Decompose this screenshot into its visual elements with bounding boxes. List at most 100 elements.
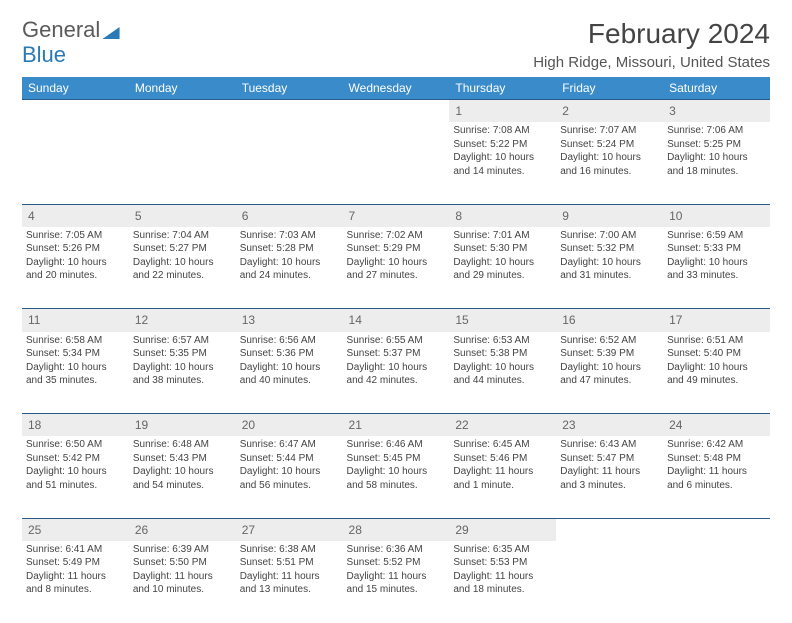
day-number: 4 bbox=[22, 204, 129, 227]
daylight-text-1: Daylight: 10 hours bbox=[347, 256, 446, 270]
sunrise-text: Sunrise: 6:59 AM bbox=[667, 229, 766, 243]
sunrise-text: Sunrise: 6:36 AM bbox=[347, 543, 446, 557]
sunrise-text: Sunrise: 6:39 AM bbox=[133, 543, 232, 557]
sunset-text: Sunset: 5:48 PM bbox=[667, 452, 766, 466]
day-cell bbox=[343, 122, 450, 204]
sunset-text: Sunset: 5:46 PM bbox=[453, 452, 552, 466]
sunset-text: Sunset: 5:22 PM bbox=[453, 138, 552, 152]
day-cell: Sunrise: 6:39 AMSunset: 5:50 PMDaylight:… bbox=[129, 541, 236, 623]
daynum-row: 45678910 bbox=[22, 204, 770, 227]
day-number: 20 bbox=[236, 414, 343, 437]
weekday-header: Sunday bbox=[22, 77, 129, 100]
detail-row: Sunrise: 6:50 AMSunset: 5:42 PMDaylight:… bbox=[22, 436, 770, 518]
daylight-text-2: and 58 minutes. bbox=[347, 479, 446, 493]
daylight-text-2: and 31 minutes. bbox=[560, 269, 659, 283]
daynum-row: 11121314151617 bbox=[22, 309, 770, 332]
sunset-text: Sunset: 5:35 PM bbox=[133, 347, 232, 361]
day-cell: Sunrise: 7:04 AMSunset: 5:27 PMDaylight:… bbox=[129, 227, 236, 309]
sunrise-text: Sunrise: 6:41 AM bbox=[26, 543, 125, 557]
daylight-text-2: and 27 minutes. bbox=[347, 269, 446, 283]
day-number: 22 bbox=[449, 414, 556, 437]
sunrise-text: Sunrise: 7:07 AM bbox=[560, 124, 659, 138]
sunrise-text: Sunrise: 6:48 AM bbox=[133, 438, 232, 452]
logo: GeneralBlue bbox=[22, 18, 120, 66]
daylight-text-1: Daylight: 11 hours bbox=[26, 570, 125, 584]
day-number: 27 bbox=[236, 518, 343, 541]
daylight-text-1: Daylight: 10 hours bbox=[26, 361, 125, 375]
day-number bbox=[343, 100, 450, 123]
day-cell: Sunrise: 7:06 AMSunset: 5:25 PMDaylight:… bbox=[663, 122, 770, 204]
sunset-text: Sunset: 5:29 PM bbox=[347, 242, 446, 256]
sunset-text: Sunset: 5:45 PM bbox=[347, 452, 446, 466]
day-cell: Sunrise: 7:08 AMSunset: 5:22 PMDaylight:… bbox=[449, 122, 556, 204]
day-cell: Sunrise: 6:53 AMSunset: 5:38 PMDaylight:… bbox=[449, 332, 556, 414]
daylight-text-1: Daylight: 10 hours bbox=[453, 361, 552, 375]
day-number: 1 bbox=[449, 100, 556, 123]
day-number: 29 bbox=[449, 518, 556, 541]
sunset-text: Sunset: 5:24 PM bbox=[560, 138, 659, 152]
day-cell bbox=[129, 122, 236, 204]
day-number: 26 bbox=[129, 518, 236, 541]
day-cell: Sunrise: 6:46 AMSunset: 5:45 PMDaylight:… bbox=[343, 436, 450, 518]
sunrise-text: Sunrise: 6:56 AM bbox=[240, 334, 339, 348]
day-number: 23 bbox=[556, 414, 663, 437]
daylight-text-1: Daylight: 10 hours bbox=[667, 151, 766, 165]
weekday-header: Thursday bbox=[449, 77, 556, 100]
daylight-text-2: and 56 minutes. bbox=[240, 479, 339, 493]
sunrise-text: Sunrise: 7:02 AM bbox=[347, 229, 446, 243]
day-cell bbox=[22, 122, 129, 204]
daylight-text-2: and 6 minutes. bbox=[667, 479, 766, 493]
sunset-text: Sunset: 5:43 PM bbox=[133, 452, 232, 466]
daylight-text-1: Daylight: 10 hours bbox=[240, 465, 339, 479]
daylight-text-2: and 40 minutes. bbox=[240, 374, 339, 388]
day-number: 28 bbox=[343, 518, 450, 541]
sunset-text: Sunset: 5:33 PM bbox=[667, 242, 766, 256]
day-number bbox=[22, 100, 129, 123]
daylight-text-2: and 42 minutes. bbox=[347, 374, 446, 388]
day-number: 8 bbox=[449, 204, 556, 227]
day-number: 7 bbox=[343, 204, 450, 227]
daylight-text-1: Daylight: 10 hours bbox=[560, 256, 659, 270]
daylight-text-1: Daylight: 10 hours bbox=[560, 361, 659, 375]
day-number: 25 bbox=[22, 518, 129, 541]
sunset-text: Sunset: 5:50 PM bbox=[133, 556, 232, 570]
daylight-text-2: and 54 minutes. bbox=[133, 479, 232, 493]
daylight-text-2: and 49 minutes. bbox=[667, 374, 766, 388]
day-number: 12 bbox=[129, 309, 236, 332]
daynum-row: 18192021222324 bbox=[22, 414, 770, 437]
daylight-text-1: Daylight: 10 hours bbox=[560, 151, 659, 165]
daylight-text-1: Daylight: 10 hours bbox=[133, 465, 232, 479]
sunset-text: Sunset: 5:51 PM bbox=[240, 556, 339, 570]
sunrise-text: Sunrise: 6:45 AM bbox=[453, 438, 552, 452]
day-cell: Sunrise: 6:55 AMSunset: 5:37 PMDaylight:… bbox=[343, 332, 450, 414]
day-number: 2 bbox=[556, 100, 663, 123]
weekday-header: Friday bbox=[556, 77, 663, 100]
sunset-text: Sunset: 5:26 PM bbox=[26, 242, 125, 256]
logo-text-2: Blue bbox=[22, 42, 66, 67]
daylight-text-1: Daylight: 10 hours bbox=[667, 256, 766, 270]
detail-row: Sunrise: 7:08 AMSunset: 5:22 PMDaylight:… bbox=[22, 122, 770, 204]
daylight-text-2: and 33 minutes. bbox=[667, 269, 766, 283]
day-number: 6 bbox=[236, 204, 343, 227]
day-cell: Sunrise: 7:01 AMSunset: 5:30 PMDaylight:… bbox=[449, 227, 556, 309]
daylight-text-1: Daylight: 10 hours bbox=[240, 361, 339, 375]
daylight-text-2: and 18 minutes. bbox=[667, 165, 766, 179]
day-number: 17 bbox=[663, 309, 770, 332]
day-number bbox=[663, 518, 770, 541]
detail-row: Sunrise: 6:58 AMSunset: 5:34 PMDaylight:… bbox=[22, 332, 770, 414]
daylight-text-2: and 47 minutes. bbox=[560, 374, 659, 388]
sunrise-text: Sunrise: 6:43 AM bbox=[560, 438, 659, 452]
sunset-text: Sunset: 5:36 PM bbox=[240, 347, 339, 361]
sunset-text: Sunset: 5:39 PM bbox=[560, 347, 659, 361]
daylight-text-1: Daylight: 11 hours bbox=[240, 570, 339, 584]
daylight-text-2: and 35 minutes. bbox=[26, 374, 125, 388]
sunset-text: Sunset: 5:25 PM bbox=[667, 138, 766, 152]
detail-row: Sunrise: 6:41 AMSunset: 5:49 PMDaylight:… bbox=[22, 541, 770, 623]
day-number: 14 bbox=[343, 309, 450, 332]
sunset-text: Sunset: 5:30 PM bbox=[453, 242, 552, 256]
day-number: 16 bbox=[556, 309, 663, 332]
sunrise-text: Sunrise: 6:50 AM bbox=[26, 438, 125, 452]
sunrise-text: Sunrise: 7:05 AM bbox=[26, 229, 125, 243]
daylight-text-1: Daylight: 10 hours bbox=[453, 151, 552, 165]
day-cell: Sunrise: 7:05 AMSunset: 5:26 PMDaylight:… bbox=[22, 227, 129, 309]
